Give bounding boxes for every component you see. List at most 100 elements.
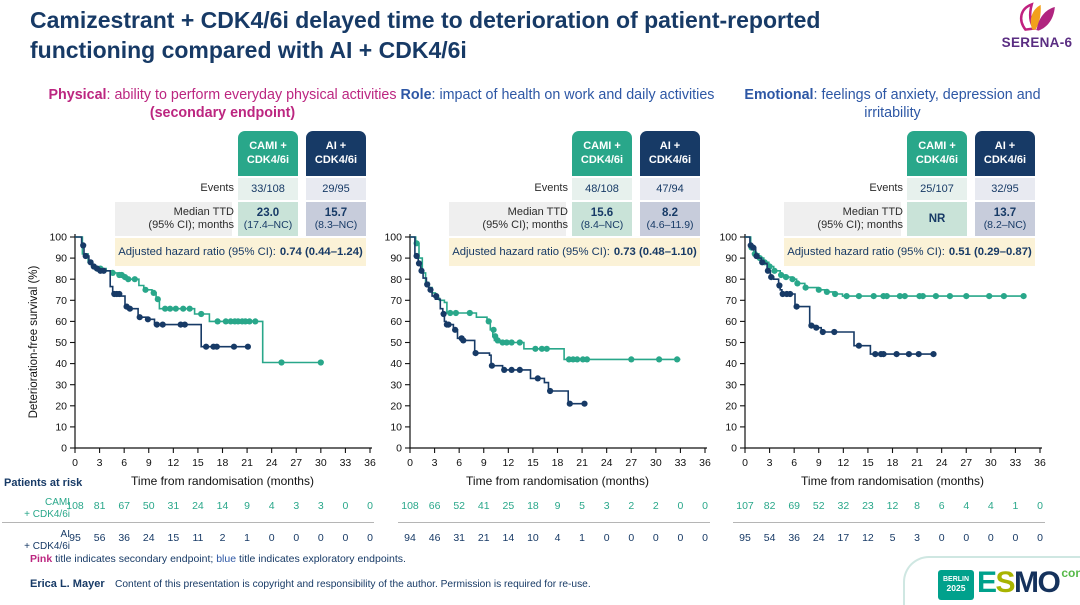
risk-count: 3 [914,532,920,544]
risk-count: 3 [317,500,324,512]
esmo-letter-s: S [995,566,1016,599]
svg-text:40: 40 [55,358,67,370]
risk-count: 5 [579,500,585,512]
median-value-cami: 15.6 (8.4–NC) [572,202,632,236]
events-value-ai: 29/95 [306,178,366,200]
risk-count: 0 [293,532,300,544]
risk-count: 14 [216,500,229,512]
median-ai-ci: (8.2–NC) [983,219,1027,231]
risk-count: 81 [93,500,106,512]
svg-text:6: 6 [791,457,797,469]
svg-text:9: 9 [146,457,152,469]
risk-count: 0 [628,532,635,544]
risk-count: 3 [603,500,610,512]
svg-text:27: 27 [625,457,637,469]
svg-text:33: 33 [340,457,352,469]
x-axis-title: Time from randomisation (months) [466,474,649,488]
cami-column-header: CAMI + CDK4/6i [572,131,632,176]
panel-title-physical: Physical: ability to perform everyday ph… [45,86,400,122]
risk-label-ai-line1: AI [60,529,70,540]
svg-text:0: 0 [407,457,413,469]
panel-title-body: : ability to perform everyday physical a… [106,87,397,103]
risk-count: 0 [1037,500,1043,512]
cami-column-header: CAMI + CDK4/6i [907,131,967,176]
svg-text:21: 21 [911,457,923,469]
risk-count: 24 [812,532,825,544]
events-row-label: Events [200,182,234,195]
median-label-line2: (95% CI); months [482,219,568,231]
svg-text:12: 12 [167,457,179,469]
svg-text:80: 80 [725,274,737,286]
median-value-ai: 13.7 (8.2–NC) [975,202,1035,236]
svg-text:24: 24 [266,457,278,469]
footnote-pink-word: Pink [30,553,53,565]
events-row-label: Events [534,182,568,195]
hr-label: Adjusted hazard ratio (95% CI): [118,246,276,258]
risk-divider [733,522,1045,523]
esmo-letter-m: M [1014,566,1039,599]
svg-text:18: 18 [217,457,229,469]
panel-title-emotional: Emotional: feelings of anxiety, depressi… [715,86,1070,122]
copyright-disclaimer: Content of this presentation is copyrigh… [115,579,591,590]
svg-text:80: 80 [55,274,67,286]
median-row-label: Median TTD (95% CI); months [124,202,234,236]
svg-text:10: 10 [55,422,67,434]
page-title: Camizestrant + CDK4/6i delayed time to d… [30,7,821,64]
serena-6-label: SERENA-6 [1001,35,1073,50]
hr-value: 0.51 (0.29–0.87) [948,246,1032,258]
svg-text:15: 15 [527,457,539,469]
median-cami: 15.6 [590,207,614,219]
svg-text:12: 12 [502,457,514,469]
svg-text:33: 33 [1010,457,1022,469]
svg-text:10: 10 [725,422,737,434]
risk-count: 12 [862,532,874,544]
median-label-line1: Median TTD [842,205,903,218]
median-value-cami: NR [907,202,967,236]
esmo-city: BERLIN [942,576,970,584]
svg-text:20: 20 [55,400,67,412]
risk-label-ai-line2: + CDK4/6i [24,540,70,552]
risk-count: 69 [788,500,800,512]
esmo-congress-label: congress [1061,566,1080,580]
median-ai: 13.7 [993,207,1017,219]
risk-count: 21 [477,532,490,544]
median-label-line1: Median TTD [507,205,568,218]
esmo-wordmark: ESMO [977,566,1061,599]
svg-text:100: 100 [49,232,67,244]
ai-header-line1: AI + [325,139,347,152]
panel-title-body: : feelings of anxiety, depression and ir… [813,87,1041,121]
risk-count: 36 [118,532,130,544]
x-axis-title: Time from randomisation (months) [801,474,984,488]
ai-header-line2: CDK4/6i [983,153,1027,166]
svg-text:18: 18 [887,457,899,469]
risk-count: 25 [502,500,515,512]
risk-count: 0 [342,532,349,544]
risk-count: 0 [677,500,684,512]
median-cami: 23.0 [256,207,280,219]
median-label-bg [115,202,232,236]
risk-row-label-ai: AI + CDK4/6i [6,529,70,553]
svg-text:0: 0 [61,443,67,455]
risk-count: 2 [219,532,226,544]
cami-header-line2: CDK4/6i [580,153,624,166]
svg-text:3: 3 [97,457,103,469]
svg-text:50: 50 [390,337,402,349]
median-label-bg [449,202,566,236]
events-row-label: Events [869,182,903,195]
serena-6-logo: SERENA-6 [996,2,1078,50]
median-label-line2: (95% CI); months [817,219,903,231]
risk-count: 1 [1012,500,1019,512]
hr-label: Adjusted hazard ratio (95% CI): [452,246,610,258]
risk-count: 15 [167,532,180,544]
svg-text:27: 27 [290,457,302,469]
svg-text:30: 30 [315,457,327,469]
cami-header-line1: CAMI + [918,139,956,152]
median-label-bg [784,202,901,236]
esmo-congress-logo: BERLIN 2025 ESMO congress [938,566,1080,600]
footnote-end: title indicates exploratory endpoints. [236,553,406,565]
svg-text:36: 36 [699,457,711,469]
esmo-letter-o: O [1037,566,1061,599]
risk-count: 0 [963,532,970,544]
